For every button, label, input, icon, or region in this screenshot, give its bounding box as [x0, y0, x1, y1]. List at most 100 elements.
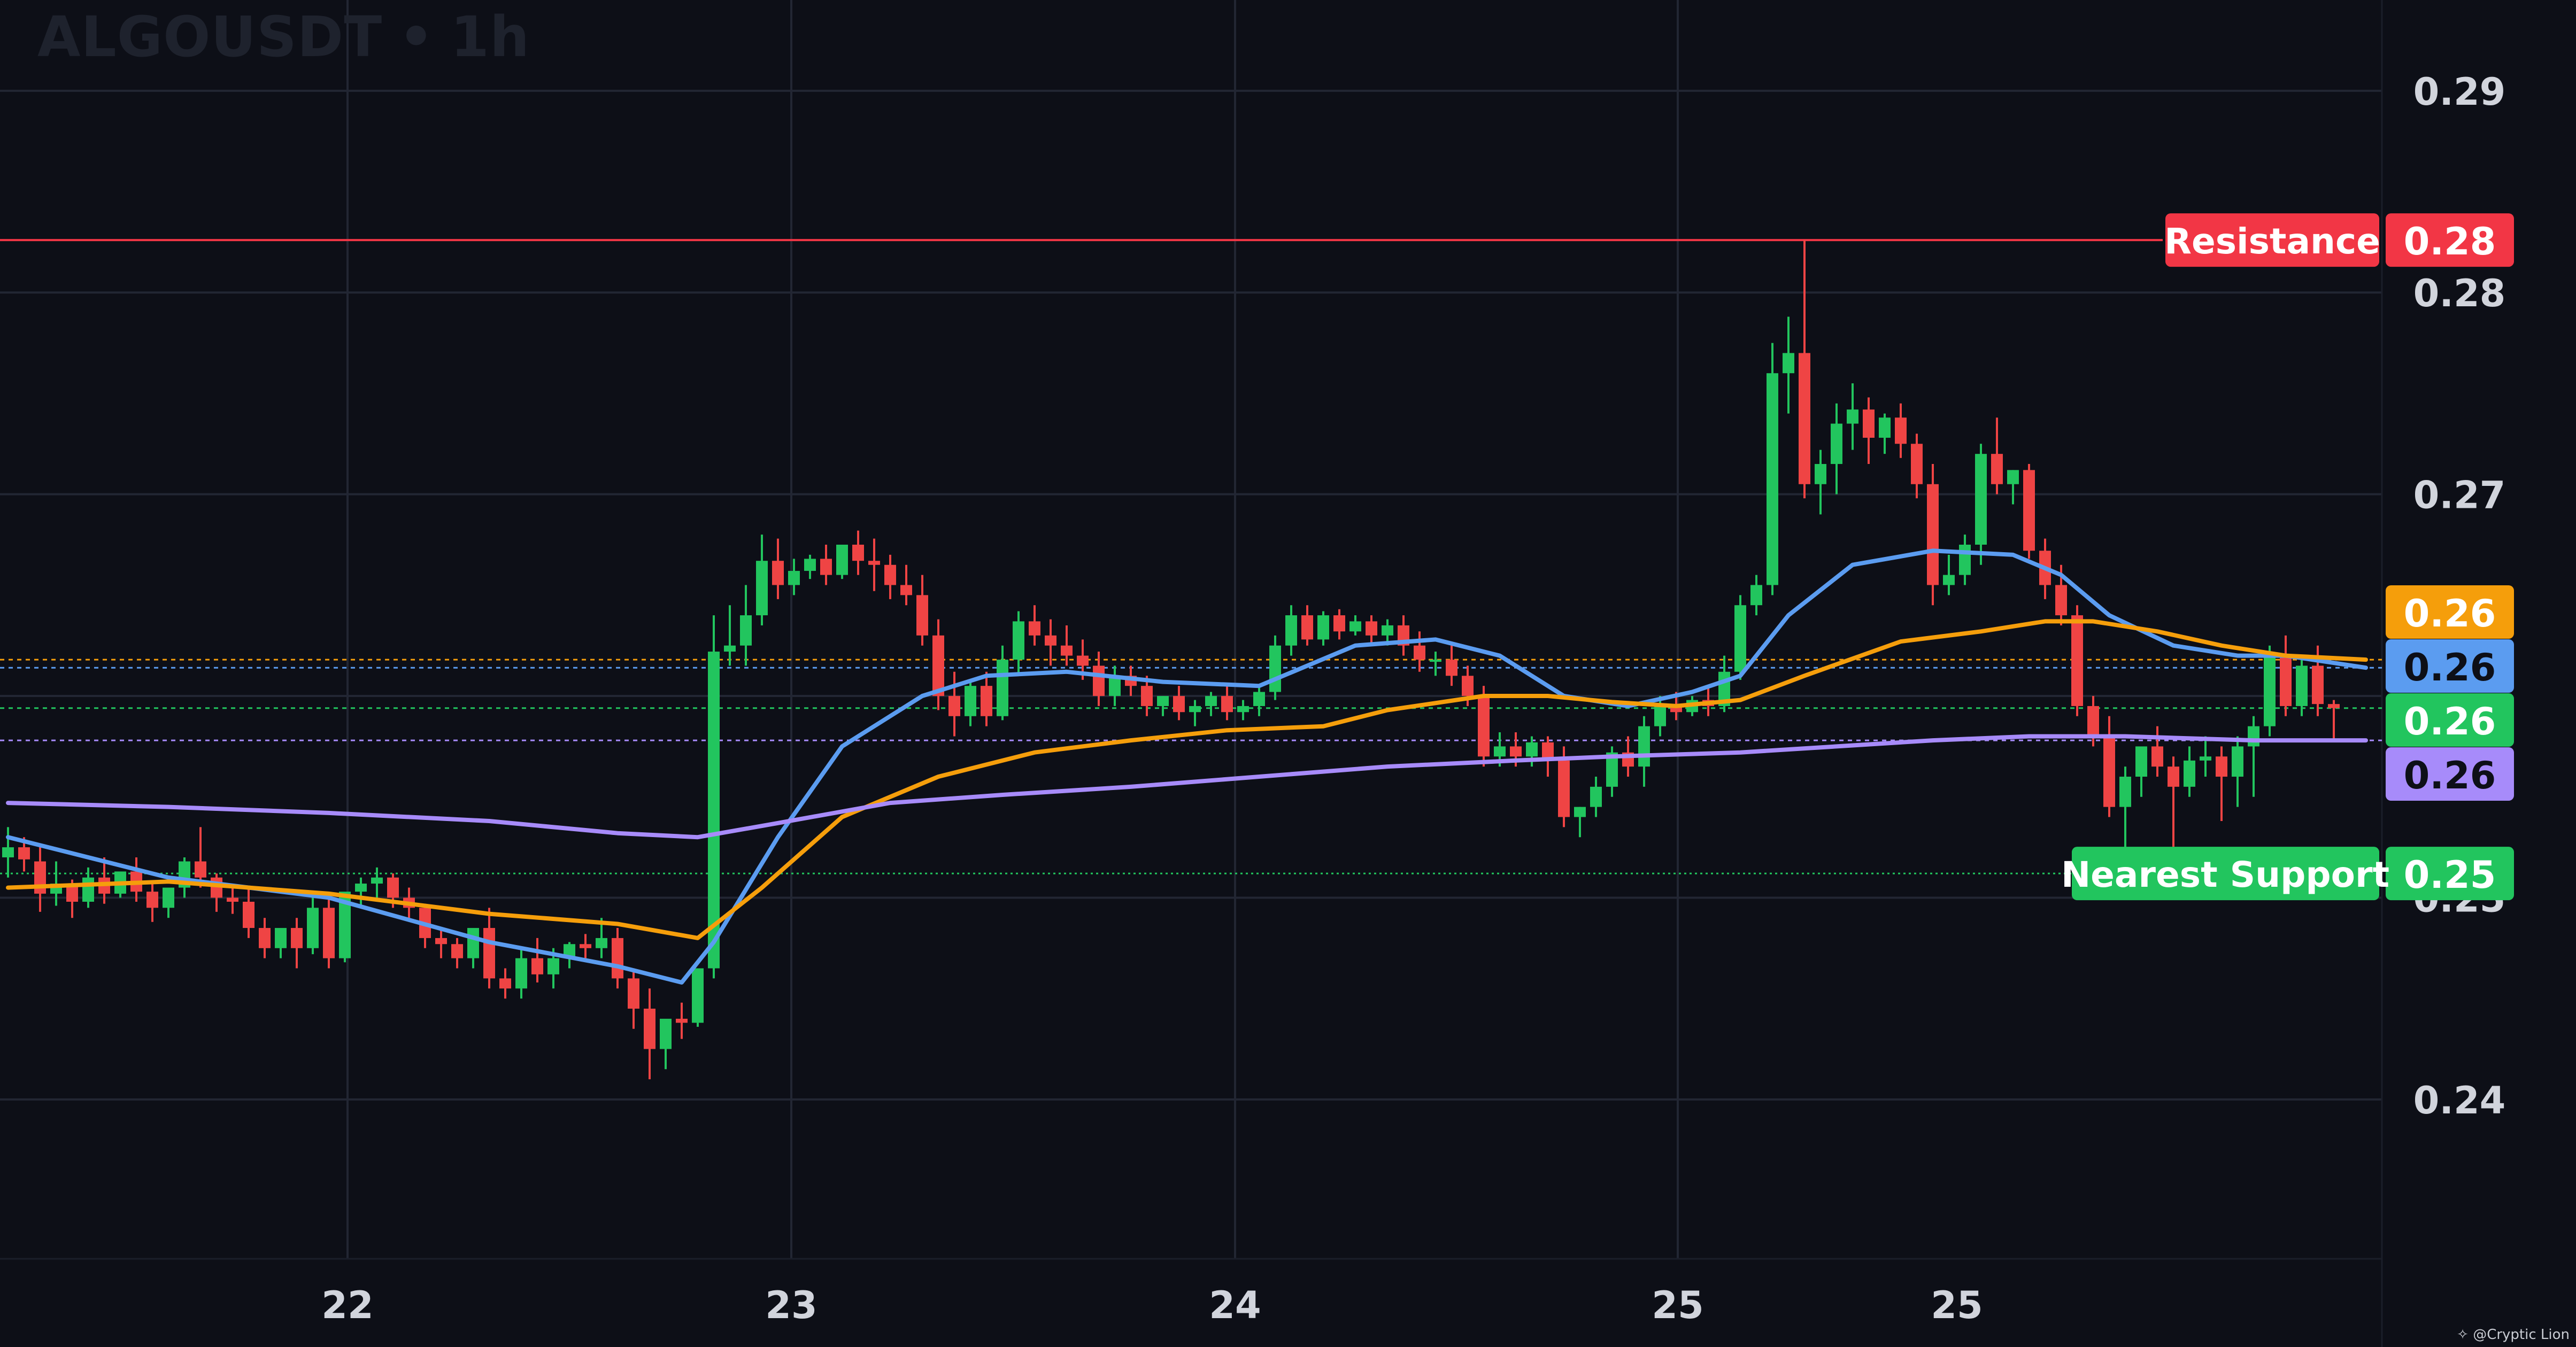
- price-tags: 0.28 0.25 0.26 0.26 0.26 0.26 Resistance Neares…: [2061, 213, 2514, 901]
- candle-bearish: [1173, 696, 1185, 713]
- candle-bullish: [1526, 742, 1538, 757]
- last-price-tag-box: [2386, 693, 2514, 747]
- candle-bearish: [66, 884, 78, 902]
- candle-bearish: [1045, 635, 1056, 646]
- symbol-text: ALGOUSDT: [37, 4, 383, 69]
- candle-bearish: [981, 686, 992, 716]
- candle-bearish: [580, 944, 591, 948]
- candle-bearish: [868, 561, 880, 565]
- candle-bullish: [2007, 470, 2019, 484]
- candle-bearish: [2168, 767, 2179, 787]
- candle-bullish: [2296, 665, 2308, 706]
- candle-bullish: [1750, 585, 1762, 606]
- candle-bullish: [1638, 726, 1650, 767]
- candle-bullish: [1590, 786, 1602, 807]
- candle-bullish: [2119, 777, 2131, 807]
- candle-bullish: [788, 571, 800, 585]
- candle-bearish: [2151, 746, 2163, 767]
- candle-bullish: [1253, 692, 1265, 706]
- candle-bullish: [708, 652, 720, 969]
- candle-bullish: [1606, 752, 1618, 787]
- candle-bullish: [2232, 746, 2243, 777]
- candle-bearish: [1414, 645, 1425, 660]
- candle-bearish: [483, 928, 495, 979]
- candle-bullish: [275, 928, 287, 948]
- candle-bullish: [1879, 417, 1891, 438]
- candle-bullish: [2248, 726, 2259, 747]
- candle-bullish: [1382, 625, 1393, 636]
- candle-bearish: [1911, 444, 1923, 484]
- candle-bearish: [1366, 621, 1377, 636]
- candle-bearish: [852, 544, 864, 561]
- candle-bullish: [82, 877, 94, 902]
- candle-bearish: [1927, 484, 1939, 585]
- candle-bearish: [531, 958, 543, 974]
- candle-bearish: [1895, 417, 1907, 444]
- candle-bearish: [1670, 706, 1682, 713]
- candle-bullish: [515, 958, 527, 989]
- ema-mid-price-tag-box: [2386, 585, 2514, 639]
- candle-bearish: [884, 564, 896, 585]
- candle-bullish: [1013, 621, 1024, 660]
- ema-fast-price-tag-box: [2386, 639, 2514, 693]
- candle-bullish: [371, 877, 383, 884]
- resistance-price-tag-text: 0.28: [2404, 220, 2496, 264]
- candle-bullish: [547, 958, 559, 974]
- candle-bearish: [644, 1009, 655, 1049]
- candle-bullish: [163, 887, 174, 908]
- candle-bearish: [451, 944, 463, 958]
- separator-dot: •: [398, 4, 435, 69]
- y-tick-label: 0.28: [2413, 272, 2506, 315]
- candle-bearish: [1446, 660, 1457, 676]
- candle-bearish: [932, 635, 944, 696]
- candle-bearish: [2103, 736, 2115, 807]
- candle-bearish: [1542, 742, 1554, 761]
- candle-bearish: [387, 877, 399, 898]
- candle-bullish: [660, 1018, 672, 1049]
- candle-bullish: [1959, 544, 1971, 575]
- horizontal-levels: [0, 239, 2382, 874]
- candle-bearish: [948, 696, 960, 716]
- candle-bearish: [499, 978, 511, 989]
- candle-bullish: [1430, 660, 1441, 662]
- candle-bullish: [804, 559, 816, 571]
- credit-text: @Cryptic Lion: [2473, 1327, 2570, 1343]
- candle-bearish: [1510, 746, 1522, 757]
- candle-bullish: [692, 968, 704, 1023]
- candle-bullish: [1783, 353, 1794, 374]
- candle-bearish: [227, 897, 238, 902]
- y-tick-label: 0.24: [2413, 1079, 2506, 1122]
- candle-bullish: [1574, 807, 1586, 817]
- candle-bullish: [1157, 696, 1169, 706]
- candle-bullish: [307, 908, 319, 948]
- candle-bearish: [2216, 756, 2227, 777]
- candle-bearish: [1029, 621, 1040, 636]
- candle-bearish: [1221, 696, 1233, 713]
- ema-slow-price-tag-text: 0.26: [2404, 754, 2496, 798]
- resistance-label: Resistance: [2164, 221, 2380, 262]
- candle-bearish: [820, 559, 832, 575]
- ema-slow-line: [6, 734, 2368, 840]
- support-label-box: [2072, 847, 2379, 901]
- candle-bullish: [724, 645, 736, 652]
- candle-bearish: [772, 561, 784, 585]
- candle-bullish: [2184, 760, 2195, 787]
- candle-bearish: [1061, 645, 1073, 656]
- candle-bearish: [916, 595, 928, 636]
- candle-bearish: [2312, 665, 2324, 705]
- x-tick-label: 24: [1209, 1283, 1261, 1327]
- ema-mid-line: [6, 619, 2368, 940]
- candle-bullish: [1109, 676, 1121, 696]
- candle-bullish: [1815, 464, 1826, 484]
- candle-bullish: [1975, 454, 1987, 545]
- candle-bearish: [2055, 585, 2067, 616]
- candle-bullish: [1317, 615, 1329, 640]
- credit: ✧ @Cryptic Lion: [2457, 1327, 2570, 1343]
- candle-bullish: [1189, 706, 1201, 713]
- candle-bearish: [1141, 686, 1153, 706]
- candle-bearish: [243, 901, 254, 928]
- candle-bullish: [740, 615, 752, 646]
- candle-bullish: [1349, 621, 1361, 632]
- candle-bullish: [1734, 605, 1746, 672]
